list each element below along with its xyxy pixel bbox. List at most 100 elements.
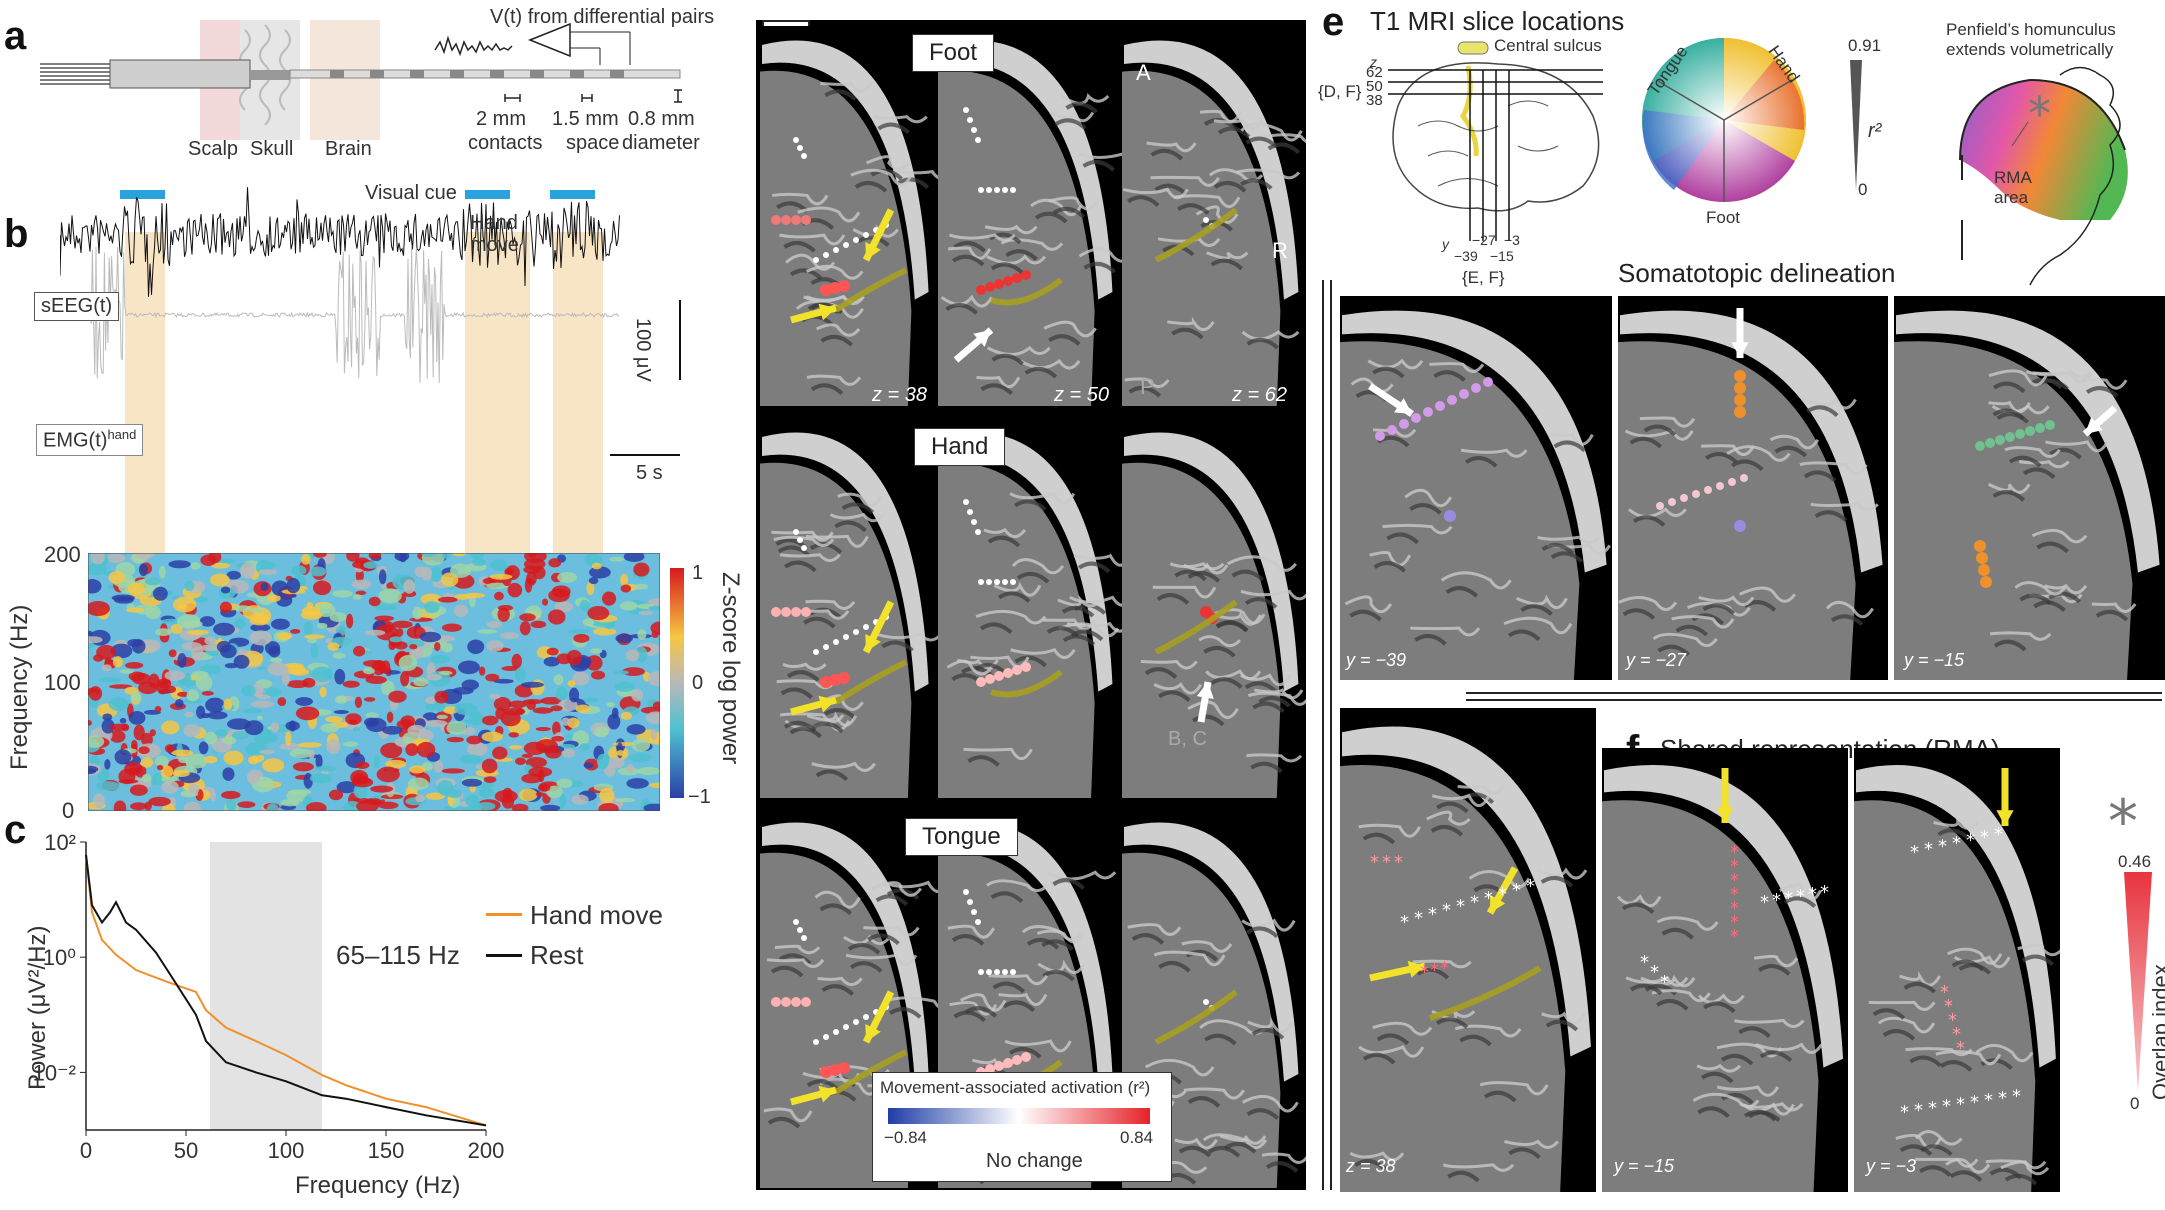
dim-diameter-name: diameter bbox=[622, 132, 700, 154]
signal-label: V(t) from differential pairs bbox=[490, 6, 715, 28]
layer-skull: Skull bbox=[250, 138, 294, 160]
z-val-50: 50 bbox=[1366, 78, 1383, 95]
svg-text:*: * bbox=[1730, 926, 1739, 947]
y-axis-label: y bbox=[1442, 236, 1449, 252]
f-slice-y3: y = −3 bbox=[1866, 1156, 1917, 1176]
svg-text:*: * bbox=[1938, 836, 1947, 857]
power-spectrum-chart: 0 50 100 150 200 10² 10⁰ 10⁻² bbox=[33, 830, 505, 1163]
dim-space-name: space bbox=[566, 132, 620, 154]
svg-text:*: * bbox=[1970, 1092, 1979, 1113]
r2-label: r² bbox=[1868, 120, 1882, 142]
r2-min: 0 bbox=[1858, 180, 1868, 199]
row-label-foot: Foot bbox=[912, 34, 995, 72]
c-xtick-label-3: 150 bbox=[368, 1138, 405, 1163]
svg-text:*: * bbox=[1984, 1090, 1993, 1111]
overlap-asterisk-icon: * bbox=[2108, 787, 2138, 857]
svg-text:*: * bbox=[1382, 852, 1391, 873]
svg-text:*: * bbox=[1498, 884, 1507, 905]
svg-text:*: * bbox=[1948, 1010, 1957, 1031]
cbar-tick-1: 1 bbox=[692, 562, 704, 584]
f-mri-slices: * * ** * * * * * * * * ** * ********* * * * * ** * ** * * * * * **… bbox=[1340, 708, 2060, 1192]
scale-voltage: 100 μV bbox=[632, 318, 654, 382]
svg-text:*: * bbox=[1914, 1100, 1923, 1121]
emg-label-text: EMG(t) bbox=[43, 429, 108, 452]
spec-ytick-100: 100 bbox=[44, 670, 81, 695]
emg-label-sup: hand bbox=[107, 427, 137, 442]
c-xtick-label-1: 50 bbox=[174, 1138, 198, 1163]
svg-text:*: * bbox=[1400, 912, 1409, 933]
series-line-0 bbox=[85, 854, 487, 1127]
c-ytick-label-2: 10⁻² bbox=[33, 1060, 76, 1085]
legend-swatch-rest bbox=[486, 954, 522, 957]
svg-text:*: * bbox=[1430, 960, 1439, 981]
shaded-band bbox=[210, 842, 322, 1130]
c-ytick-label-0: 10² bbox=[44, 830, 76, 855]
y-val-39: −39 bbox=[1454, 248, 1478, 264]
legend-rest: Rest bbox=[530, 940, 584, 970]
svg-text:*: * bbox=[1952, 1024, 1961, 1045]
d-row0-z62 bbox=[1122, 26, 1306, 407]
svg-text:*: * bbox=[1760, 892, 1769, 913]
layer-brain: Brain bbox=[325, 138, 372, 160]
c-ylabel: Power (μV²/Hz) bbox=[24, 925, 51, 1090]
cbar-tick-neg1: −1 bbox=[688, 786, 711, 808]
df-label: {D, F} bbox=[1318, 82, 1362, 101]
e-slice-y-39 bbox=[1340, 296, 1612, 680]
e-slice-y-27 bbox=[1618, 296, 1888, 680]
f-slice-z38: * * ** * * * * * * * * ** * * bbox=[1340, 708, 1596, 1192]
f-slice-y15: y = −15 bbox=[1614, 1156, 1675, 1176]
svg-text:*: * bbox=[1772, 890, 1781, 911]
series-line-1 bbox=[85, 854, 487, 1127]
seeg-trace-plot bbox=[60, 187, 681, 560]
mri-slice-title: T1 MRI slice locations bbox=[1370, 6, 1625, 36]
central-sulcus-label: Central sulcus bbox=[1494, 36, 1602, 55]
d-row0-z50 bbox=[938, 26, 1143, 407]
svg-text:*: * bbox=[1484, 888, 1493, 909]
ef-divider-double bbox=[1466, 692, 2162, 701]
panel-e-letter: e bbox=[1322, 0, 1345, 44]
svg-text:*: * bbox=[1442, 900, 1451, 921]
svg-text:*: * bbox=[1660, 972, 1669, 993]
svg-text:*: * bbox=[1420, 962, 1429, 983]
svg-text:*: * bbox=[2028, 87, 2051, 141]
z-val-62: 62 bbox=[1366, 64, 1383, 81]
colorbar-label: Z-score log power bbox=[717, 572, 744, 765]
seeg-label: sEEG(t) bbox=[34, 292, 120, 321]
ef-label: {E, F} bbox=[1462, 268, 1505, 287]
wheel-foot: Foot bbox=[1706, 208, 1741, 227]
f-slice-z38: z = 38 bbox=[1346, 1156, 1396, 1176]
svg-text:*: * bbox=[1730, 856, 1739, 877]
panel-b-letter: b bbox=[4, 212, 29, 256]
dim-space-value: 1.5 mm bbox=[552, 108, 619, 130]
delineation-title: Somatotopic delineation bbox=[1618, 258, 1896, 288]
e-slice-39: y = −39 bbox=[1346, 650, 1407, 670]
svg-text:*: * bbox=[1370, 852, 1379, 873]
scale-time: 5 s bbox=[636, 462, 663, 484]
r2-max: 0.91 bbox=[1848, 36, 1882, 55]
svg-text:*: * bbox=[1998, 1088, 2007, 1109]
dim-diameter-value: 0.8 mm bbox=[628, 108, 695, 130]
svg-text:*: * bbox=[1440, 958, 1449, 979]
z-val-38: 38 bbox=[1366, 92, 1383, 109]
overlap-max: 0.46 bbox=[2118, 852, 2152, 871]
overlap-index-label: Overlap index bbox=[2148, 964, 2165, 1100]
svg-text:*: * bbox=[1640, 952, 1649, 973]
visual-cue-label: Visual cue bbox=[365, 182, 457, 204]
activation-colorbar-title: Movement-associated activation (r²) bbox=[880, 1078, 1151, 1097]
activation-colorbar-max: 0.84 bbox=[1120, 1128, 1154, 1147]
panel-c-letter: c bbox=[4, 808, 27, 852]
c-xtick-label-4: 200 bbox=[468, 1138, 505, 1163]
bc-label: B, C bbox=[1168, 728, 1207, 750]
spectrogram-ylabel: Frequency (Hz) bbox=[6, 604, 33, 770]
y-val-27: −27 bbox=[1472, 232, 1496, 248]
legend-hand-move: Hand move bbox=[530, 900, 663, 930]
spec-ytick-0: 0 bbox=[62, 798, 75, 823]
hand-move-label: Hand move bbox=[470, 212, 519, 256]
orient-p: P bbox=[1140, 374, 1155, 399]
d-row1-z38 bbox=[760, 418, 942, 798]
svg-text:*: * bbox=[1730, 870, 1739, 891]
svg-text:*: * bbox=[1952, 833, 1961, 854]
d-row1-z62 bbox=[1122, 418, 1306, 798]
svg-text:*: * bbox=[1924, 839, 1933, 860]
orient-a: A bbox=[1136, 60, 1151, 85]
